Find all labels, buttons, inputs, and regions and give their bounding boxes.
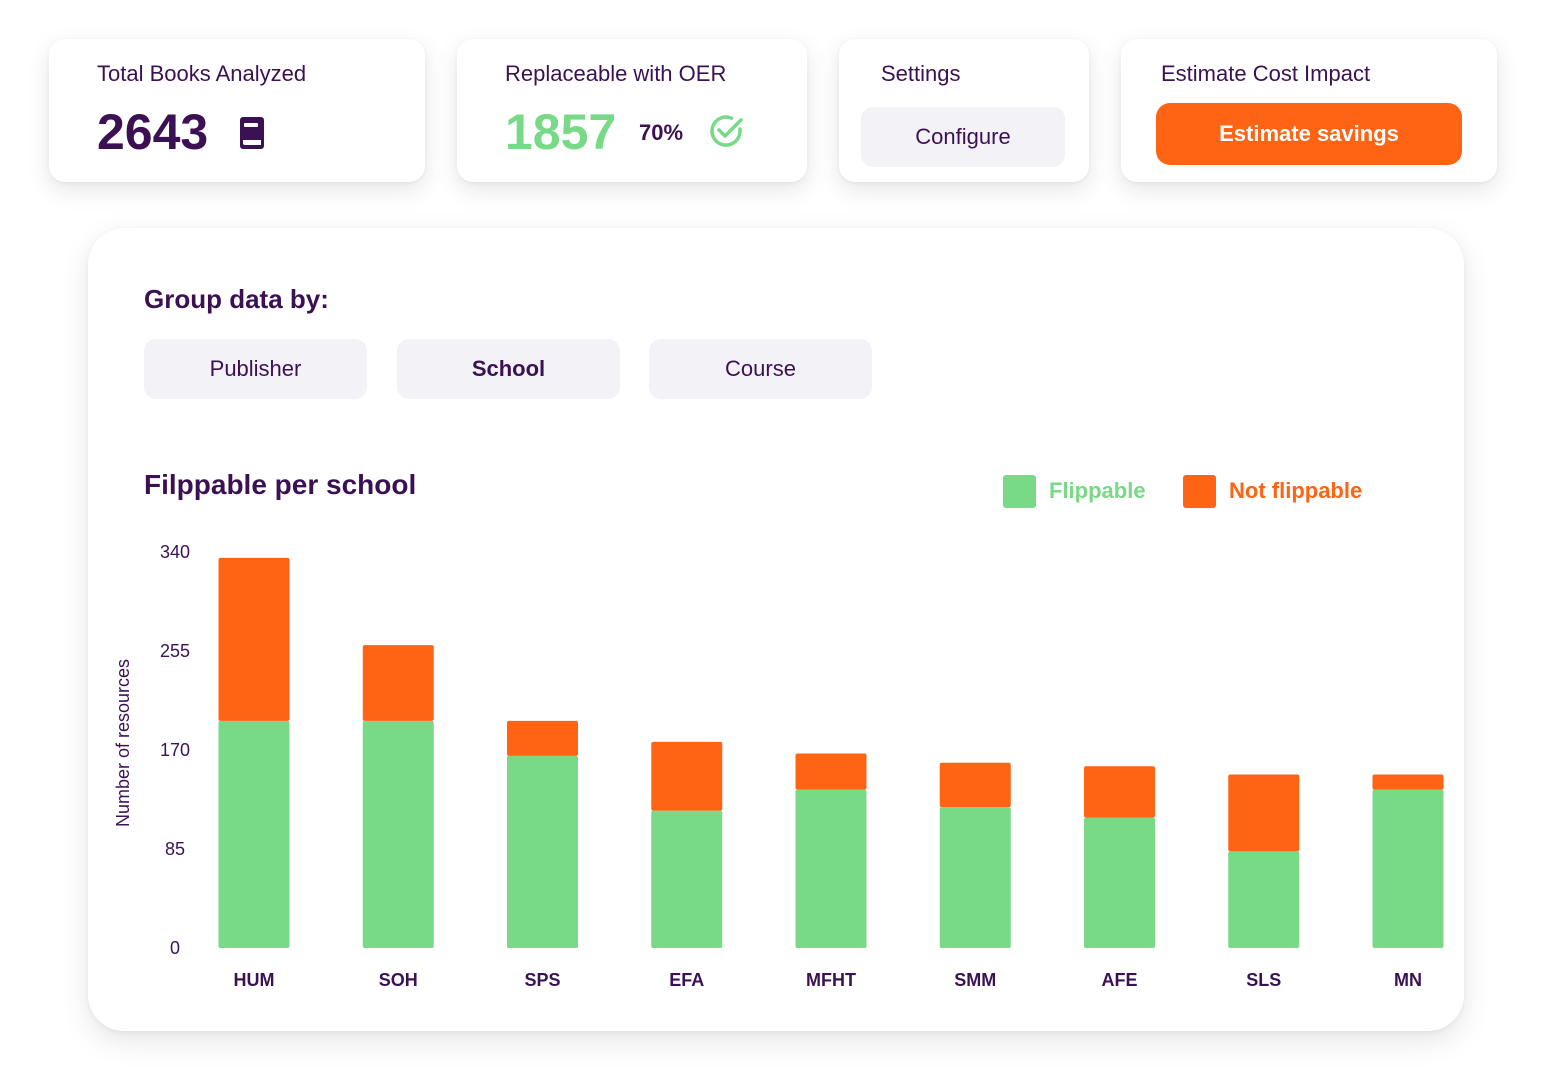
legend-flippable-label: Flippable [1049, 478, 1146, 503]
legend-not-flippable-label: Not flippable [1229, 478, 1363, 503]
group-by-label: Group data by: [144, 284, 329, 314]
chart-title: Filppable per school [144, 469, 417, 500]
total-books-card [49, 39, 425, 182]
configure-button[interactable]: Configure [861, 107, 1065, 167]
estimate-savings-button[interactable]: Estimate savings [1156, 103, 1462, 165]
y-tick-label: 0 [170, 938, 180, 958]
total-books-value: 2643 [97, 104, 209, 160]
x-tick-label: EFA [669, 970, 704, 990]
x-tick-label: MFHT [806, 970, 856, 990]
x-tick-label: SMM [954, 970, 996, 990]
y-axis-label: Number of resources [113, 659, 133, 827]
group-publisher-button[interactable]: Publisher [144, 339, 367, 399]
group-course-button[interactable]: Course [649, 339, 872, 399]
bar-flippable-mfht [795, 789, 867, 948]
bar-not-flippable-afe [1084, 766, 1155, 818]
legend-flippable-swatch [1003, 474, 1036, 508]
total-books-title: Total Books Analyzed [97, 61, 307, 86]
oer-value: 1857 [505, 104, 617, 160]
y-tick-label: 340 [160, 542, 190, 562]
bar-not-flippable-efa [651, 741, 723, 811]
bar-not-flippable-soh [362, 645, 434, 721]
x-tick-label: SOH [379, 970, 418, 990]
bar-flippable-hum [218, 720, 290, 948]
bar-not-flippable-smm [939, 762, 1011, 808]
x-tick-label: MN [1394, 970, 1422, 990]
y-tick-label: 255 [160, 641, 190, 661]
oer-percent: 70% [639, 120, 684, 145]
settings-title: Settings [881, 61, 961, 86]
oer-title: Replaceable with OER [505, 61, 727, 86]
x-tick-label: SPS [524, 970, 560, 990]
bar-not-flippable-sps [507, 720, 578, 756]
bar-flippable-sps [507, 755, 578, 948]
legend-flippable: Flippable [1003, 474, 1146, 508]
x-tick-label: SLS [1246, 970, 1281, 990]
estimate-title: Estimate Cost Impact [1161, 61, 1371, 86]
book-icon [240, 117, 264, 149]
bar-flippable-sls [1228, 851, 1300, 948]
y-tick-label: 170 [160, 740, 190, 760]
legend-not-flippable: Not flippable [1183, 474, 1362, 508]
bar-not-flippable-sls [1228, 774, 1300, 852]
bar-not-flippable-mn [1372, 774, 1444, 790]
bar-not-flippable-mfht [795, 753, 867, 790]
y-tick-label: 85 [165, 839, 185, 859]
bar-flippable-mn [1372, 789, 1444, 948]
bar-flippable-efa [651, 810, 723, 948]
oer-card [457, 39, 807, 182]
group-school-button[interactable]: School [397, 339, 620, 399]
bar-flippable-smm [939, 807, 1011, 948]
bar-not-flippable-hum [218, 557, 290, 721]
x-tick-label: AFE [1102, 970, 1138, 990]
bar-flippable-soh [362, 720, 434, 948]
legend-not-flippable-swatch [1183, 474, 1216, 508]
check-circle-icon [710, 115, 743, 147]
bar-flippable-afe [1084, 817, 1155, 948]
x-tick-label: HUM [234, 970, 275, 990]
